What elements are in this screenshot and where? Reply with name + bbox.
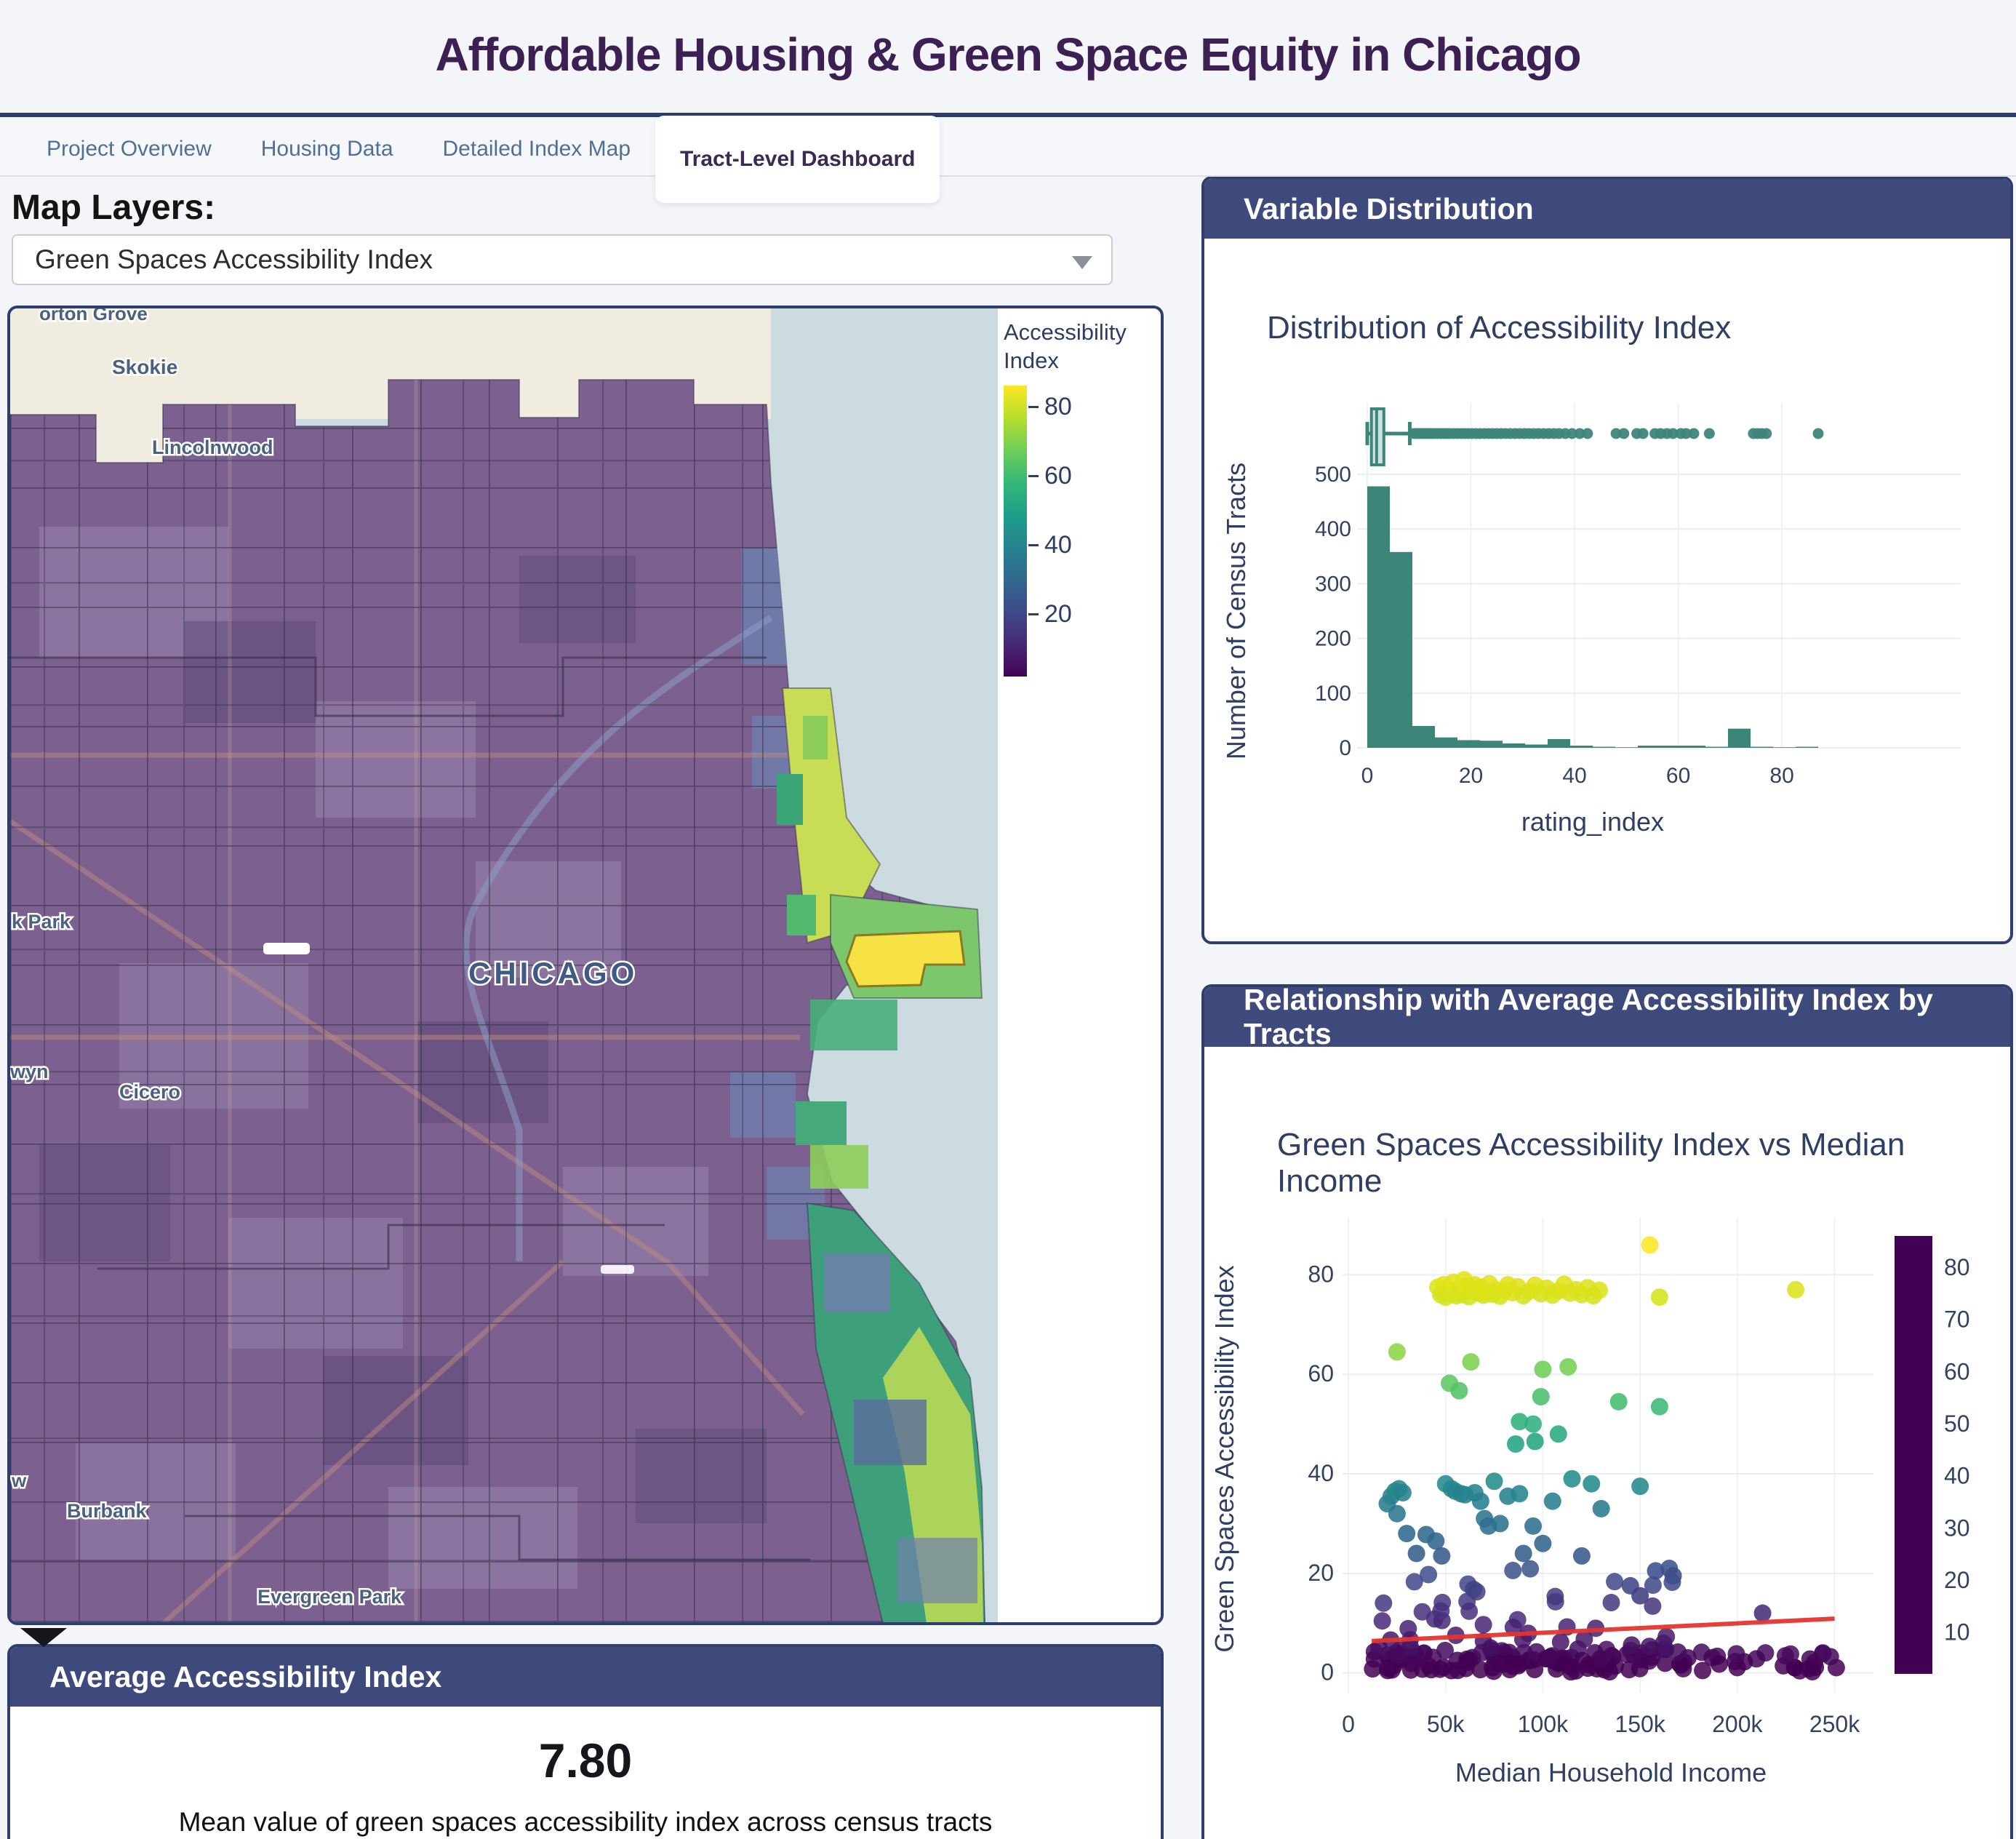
label-morton-grove: orton Grove <box>39 308 148 324</box>
svg-text:500: 500 <box>1315 463 1351 487</box>
svg-text:20: 20 <box>1308 1560 1334 1586</box>
tab-project-overview[interactable]: Project Overview <box>47 137 212 161</box>
svg-text:60: 60 <box>1308 1360 1334 1387</box>
label-berwyn: wyn <box>10 1061 49 1082</box>
map-layers-heading: Map Layers: <box>12 188 216 227</box>
svg-text:0: 0 <box>1339 736 1351 760</box>
map-place-labels: orton Grove Skokie Lincolnwood k Park wy… <box>10 308 638 1610</box>
map-legend-title: Accessibility Index <box>1004 319 1127 373</box>
svg-text:0: 0 <box>1342 1711 1355 1737</box>
label-lincolnwood: Lincolnwood <box>152 436 273 458</box>
label-burbank: Burbank <box>67 1500 148 1522</box>
svg-text:20: 20 <box>1459 764 1483 788</box>
choropleth-map[interactable]: orton Grove Skokie Lincolnwood k Park wy… <box>7 306 1164 1625</box>
average-accessibility-description: Mean value of green spaces accessibility… <box>178 1807 993 1837</box>
map-legend: Accessibility Index 80 60 40 20 <box>1004 319 1149 684</box>
svg-text:80: 80 <box>1308 1261 1334 1287</box>
histogram-title: Distribution of Accessibility Index <box>1267 310 1732 346</box>
scatter-chart[interactable]: 0 20 40 60 80 0 50k 100k 150k 200k 250k Median Hous… <box>1204 1196 2010 1829</box>
svg-text:60: 60 <box>1666 764 1690 788</box>
chevron-down-icon <box>1072 256 1092 269</box>
svg-text:50k: 50k <box>1427 1711 1465 1737</box>
map-layer-selected-value: Green Spaces Accessibility Index <box>35 244 433 274</box>
svg-text:Median Household Income: Median Household Income <box>1455 1758 1767 1787</box>
svg-text:100: 100 <box>1315 682 1351 706</box>
label-skokie: Skokie <box>112 356 177 378</box>
scatter-title: Green Spaces Accessibility Index vs Medi… <box>1277 1127 1905 1199</box>
navy-pier-tract <box>845 930 966 988</box>
average-accessibility-card: Average Accessibility Index 7.80 Mean va… <box>7 1644 1164 1839</box>
map-canvas[interactable]: orton Grove Skokie Lincolnwood k Park wy… <box>10 308 998 1624</box>
legend-tick-60: 60 <box>1028 462 1072 490</box>
svg-text:80: 80 <box>1769 764 1793 788</box>
svg-text:40: 40 <box>1308 1460 1334 1486</box>
svg-text:0: 0 <box>1321 1659 1334 1686</box>
relationship-card-header: Relationship with Average Accessibility … <box>1204 987 2010 1050</box>
variable-distribution-header: Variable Distribution <box>1204 179 2010 239</box>
svg-text:250k: 250k <box>1809 1711 1860 1737</box>
map-white-marker-2 <box>601 1265 634 1274</box>
label-chicago: CHICAGO <box>468 956 638 990</box>
svg-text:40: 40 <box>1562 764 1586 788</box>
svg-text:40: 40 <box>1944 1463 1970 1489</box>
svg-text:10: 10 <box>1944 1619 1970 1645</box>
page-title: Affordable Housing & Green Space Equity … <box>435 28 1581 81</box>
label-evergreen-park: Evergreen Park <box>257 1586 402 1608</box>
svg-text:80: 80 <box>1944 1254 1970 1280</box>
svg-text:Green Spaces Accessibility Ind: Green Spaces Accessibility Index <box>1209 1265 1239 1652</box>
variable-distribution-card: Variable Distribution Distribution of Ac… <box>1201 176 2013 944</box>
svg-text:Number of Census Tracts: Number of Census Tracts <box>1221 463 1251 759</box>
map-white-marker <box>263 943 310 954</box>
svg-text:200: 200 <box>1315 627 1351 651</box>
svg-text:30: 30 <box>1944 1515 1970 1541</box>
svg-text:300: 300 <box>1315 572 1351 596</box>
svg-text:rating_index: rating_index <box>1521 807 1664 837</box>
tab-housing-data[interactable]: Housing Data <box>260 137 393 161</box>
svg-text:50: 50 <box>1944 1411 1970 1437</box>
map-layer-select[interactable]: Green Spaces Accessibility Index <box>12 234 1113 285</box>
legend-tick-20: 20 <box>1028 600 1072 629</box>
relationship-card: Relationship with Average Accessibility … <box>1201 984 2013 1839</box>
legend-tick-40: 40 <box>1028 531 1072 559</box>
average-accessibility-value: 7.80 <box>538 1734 633 1787</box>
tab-bar: Project Overview Housing Data Detailed I… <box>0 113 2016 203</box>
legend-tick-80: 80 <box>1028 393 1072 421</box>
svg-text:400: 400 <box>1315 517 1351 541</box>
tab-tract-level-dashboard[interactable]: Tract-Level Dashboard <box>655 116 940 203</box>
average-card-header: Average Accessibility Index <box>10 1647 1161 1707</box>
label-cicero: Cicero <box>119 1081 180 1103</box>
svg-text:70: 70 <box>1944 1307 1970 1333</box>
label-w: w <box>11 1469 27 1491</box>
svg-text:0: 0 <box>1361 764 1374 788</box>
label-oak-park: k Park <box>12 911 71 933</box>
svg-text:20: 20 <box>1944 1567 1970 1593</box>
svg-text:60: 60 <box>1944 1358 1970 1384</box>
svg-text:100k: 100k <box>1518 1711 1569 1737</box>
svg-text:200k: 200k <box>1712 1711 1763 1737</box>
lakefront-green-tracts <box>777 687 985 1622</box>
map-collapse-caret-icon[interactable] <box>20 1628 67 1647</box>
histogram-chart[interactable]: 0 100 200 300 400 500 0 20 40 60 80 rating_index Num… <box>1204 388 2010 861</box>
svg-text:150k: 150k <box>1615 1711 1665 1737</box>
tab-detailed-index-map[interactable]: Detailed Index Map <box>442 137 631 161</box>
map-legend-colorbar <box>1004 385 1027 677</box>
